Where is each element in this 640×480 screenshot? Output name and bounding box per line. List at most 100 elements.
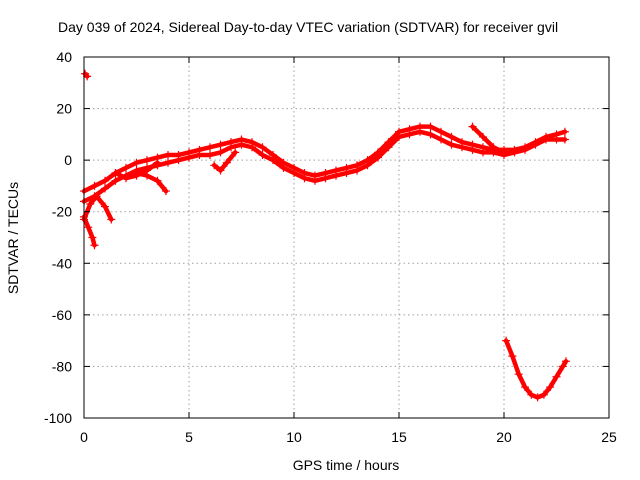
data-point [321,174,330,183]
series-late-branch [468,122,508,157]
data-point [437,135,445,144]
y-tick-label: -20 [52,204,72,220]
y-tick-label: 0 [64,152,72,168]
data-point [405,130,414,139]
data-point [426,130,435,139]
data-point [416,127,424,136]
y-tick-label: -80 [52,358,72,374]
x-tick-label: 20 [496,429,512,445]
data-point [161,187,170,196]
data-point [447,140,456,149]
series-early-branch-b [80,212,99,250]
series-line [503,338,569,400]
data-point [290,169,298,178]
data-point [222,158,231,167]
data-point [206,143,214,152]
data-point [237,140,246,149]
data-point [164,150,172,159]
series-line [81,214,97,248]
series-line [470,124,507,155]
data-point [174,156,183,165]
series-line [81,129,568,204]
data-point [332,171,340,180]
data-point [384,143,393,152]
data-point [514,370,523,379]
data-point [426,122,435,131]
data-point [248,143,256,152]
x-tick-label: 0 [80,429,88,445]
data-point [479,148,487,157]
x-axis-label: GPS time / hours [293,457,400,473]
y-tick-label: -100 [44,410,72,426]
data-point [458,143,466,152]
data-point [521,383,529,392]
data-point [468,145,477,154]
x-tick-label: 5 [185,429,193,445]
data-point [143,166,151,175]
data-point [132,171,141,180]
data-point [231,148,240,157]
x-tick-label: 15 [391,429,407,445]
data-point [353,166,361,175]
data-point [101,202,109,211]
x-tick-label: 25 [601,429,617,445]
data-point [269,156,277,165]
data-point [508,352,517,361]
y-tick-label: -40 [52,255,72,271]
data-point [552,135,561,144]
x-tick-label: 10 [286,429,302,445]
data-point [479,132,487,141]
data-point [561,357,570,366]
data-point [521,145,529,154]
data-point [300,174,309,183]
series-outlier [81,69,92,81]
data-point [558,362,567,371]
data-point [510,148,519,157]
data-point [227,143,235,152]
data-point [90,241,99,250]
plot-frame [83,56,610,419]
data-point [560,135,569,144]
data-point [489,143,498,152]
data-point [216,140,225,149]
data-point [164,158,172,167]
data-point [210,161,219,170]
y-axis-label: SDTVAR / TECUs [5,182,21,294]
data-point [311,176,319,185]
chart-title: Day 039 of 2024, Sidereal Day-to-day VTE… [58,19,558,35]
data-point [395,132,403,141]
series-mid-branch [210,148,240,175]
data-point [132,158,141,167]
series-line [211,150,238,173]
data-point [107,215,116,224]
data-point [363,161,372,170]
data-point [122,163,130,172]
y-tick-label: -60 [52,307,72,323]
data-point [84,223,93,232]
data-point [143,156,151,165]
y-tick-label: 20 [56,101,72,117]
series-main-band-lower [80,127,569,206]
data-point [185,153,193,162]
data-point [101,176,109,185]
y-tick-label: 40 [56,49,72,65]
data-point [468,122,477,131]
plot-area [80,69,570,402]
data-point [258,143,267,152]
data-point [90,181,99,190]
data-point [88,233,97,242]
data-point [546,383,555,392]
data-point [279,163,288,172]
data-point [111,176,120,185]
data-point [374,153,382,162]
data-point [560,127,569,136]
data-point [258,150,267,159]
data-point [342,169,351,178]
axis-ticks: 0 5 10 15 20 25 -100 -80 -60 -40 -20 0 20 40 [44,49,617,445]
data-point [500,148,508,157]
data-point [206,150,214,159]
data-point [111,169,120,178]
data-point [101,184,109,193]
data-point [502,336,511,345]
